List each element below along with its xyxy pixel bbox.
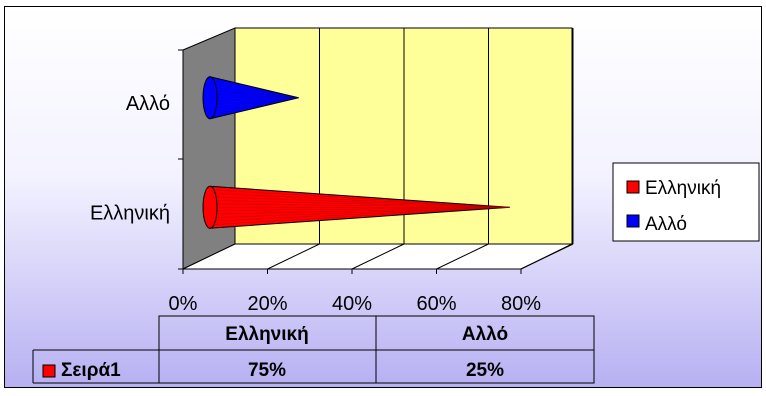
bars bbox=[202, 76, 510, 229]
floor-gridline bbox=[520, 243, 574, 270]
floor-gridline bbox=[267, 243, 320, 270]
x-tick-label: 80% bbox=[501, 293, 541, 315]
x-tick-label: 0% bbox=[169, 293, 198, 315]
x-tick-marks bbox=[182, 269, 522, 274]
bar-cone-rib bbox=[209, 97, 299, 106]
bar-cone-rib bbox=[209, 206, 510, 212]
bar-cone-base bbox=[202, 185, 218, 229]
data-table-cell-other: 25% bbox=[466, 360, 504, 381]
category-labels: Ελληνική Αλλό bbox=[90, 93, 170, 225]
bar-cone-rib bbox=[209, 90, 299, 99]
data-table-header-greek: Ελληνική bbox=[225, 324, 308, 345]
category-label: Ελληνική bbox=[90, 202, 170, 224]
bar-cone-rib bbox=[209, 199, 510, 208]
data-table-header-other: Αλλό bbox=[462, 324, 508, 345]
bar-cone-rib bbox=[209, 97, 299, 102]
x-tick-label: 60% bbox=[416, 293, 456, 315]
bar-cone-0 bbox=[202, 185, 510, 229]
plot-side-wall bbox=[182, 27, 236, 270]
bar-cone-rib bbox=[209, 206, 510, 222]
x-tick-label: 20% bbox=[247, 293, 287, 315]
bar-cone-1 bbox=[202, 76, 299, 120]
bar-cone-rib bbox=[209, 93, 299, 99]
data-table-cell-greek: 75% bbox=[248, 360, 286, 381]
chart-canvas: Ελληνική Αλλό 0% 20% 40% 60% 80% Ελληνική Αλλ… bbox=[32, 27, 760, 384]
bar-cone-rib bbox=[209, 79, 299, 99]
floor-lines bbox=[267, 243, 574, 270]
x-tick-label: 40% bbox=[332, 293, 372, 315]
bar-cone-rib bbox=[209, 97, 299, 109]
floor-gridline bbox=[436, 243, 489, 270]
bar-cone-rib bbox=[209, 206, 510, 219]
legend-swatch-other bbox=[626, 214, 640, 228]
legend: Ελληνική Αλλό bbox=[612, 162, 760, 242]
category-label: Αλλό bbox=[126, 93, 170, 115]
data-table: Ελληνική Αλλό Σειρά1 75% 25% bbox=[32, 315, 595, 384]
bar-cone-rib bbox=[209, 83, 299, 99]
data-table-row-label: Σειρά1 bbox=[61, 360, 121, 381]
legend-swatch-greek bbox=[626, 180, 640, 194]
bar-cone-base bbox=[202, 76, 218, 120]
legend-label-greek: Ελληνική bbox=[645, 178, 721, 199]
floor-gridline bbox=[351, 243, 405, 270]
bar-cone-rib bbox=[209, 97, 299, 113]
bar-cone-rib bbox=[209, 206, 510, 215]
legend-box bbox=[612, 162, 760, 242]
bar-cone-rib bbox=[209, 196, 510, 208]
legend-label-other: Αλλό bbox=[645, 214, 687, 235]
bar-cone-rib bbox=[209, 86, 299, 99]
bar-cone-rib bbox=[209, 189, 510, 208]
bar-cone-rib bbox=[209, 206, 510, 226]
bar-cone-rib bbox=[209, 203, 510, 208]
data-table-row-swatch bbox=[42, 364, 56, 378]
chart-frame: Ελληνική Αλλό 0% 20% 40% 60% 80% Ελληνική Αλλ… bbox=[4, 6, 762, 388]
x-tick-labels: 0% 20% 40% 60% 80% bbox=[169, 293, 542, 315]
bar-cone-rib bbox=[209, 192, 510, 208]
bar-cone-rib bbox=[209, 97, 299, 116]
